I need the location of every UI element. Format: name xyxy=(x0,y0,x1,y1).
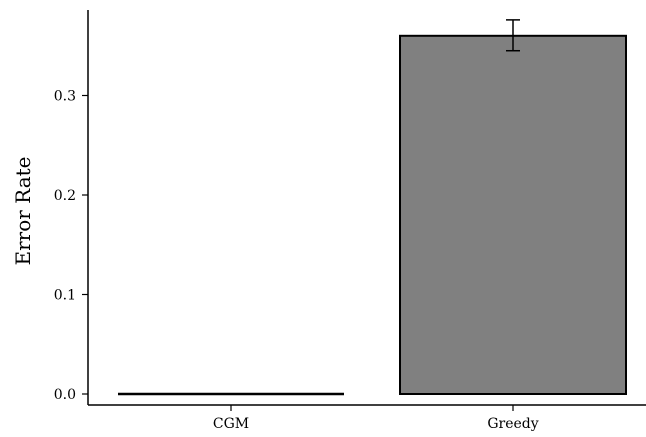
bars-layer xyxy=(118,34,627,396)
x-ticks-layer: CGM Greedy xyxy=(213,405,539,432)
error-bars-layer xyxy=(506,19,520,52)
y-tick-0-2-label: 0.2 xyxy=(54,188,76,204)
y-tick-0-0-label: 0.0 xyxy=(54,387,76,403)
bar-greedy xyxy=(399,34,627,396)
axes-layer xyxy=(87,10,646,406)
y-tick-0-3-label: 0.3 xyxy=(54,89,76,105)
x-tick-label-greedy: Greedy xyxy=(487,416,538,432)
y-axis-title: Error Rate xyxy=(11,157,35,266)
error-bar-greedy xyxy=(506,19,520,52)
y-tick-0-1-label: 0.1 xyxy=(54,288,76,304)
y-ticks-layer: 0.0 0.1 0.2 0.3 xyxy=(54,89,88,403)
x-tick-label-cgm: CGM xyxy=(213,416,249,432)
